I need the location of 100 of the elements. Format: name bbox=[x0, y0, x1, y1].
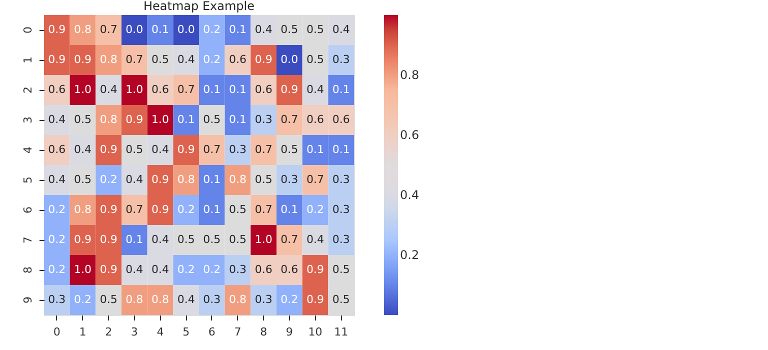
data-label: 0.8 bbox=[100, 113, 118, 126]
data-label: 0.3 bbox=[48, 293, 66, 306]
data-label: 0.8 bbox=[177, 173, 195, 186]
data-label: 0.1 bbox=[203, 173, 221, 186]
data-label: 0.5 bbox=[100, 293, 118, 306]
color-bar-label: 0.2 bbox=[400, 248, 420, 262]
data-label: 0.8 bbox=[74, 203, 92, 216]
data-label: 0.9 bbox=[100, 233, 118, 246]
data-label: 0.5 bbox=[74, 113, 92, 126]
data-label: 0.9 bbox=[74, 53, 92, 66]
data-label: 0.9 bbox=[100, 203, 118, 216]
data-label: 0.3 bbox=[229, 143, 246, 156]
data-label: 0.5 bbox=[229, 203, 246, 216]
x-tick-label: 10 bbox=[308, 326, 322, 338]
data-label: 0.1 bbox=[203, 83, 221, 96]
data-label: 0.9 bbox=[152, 203, 169, 216]
data-label: 0.6 bbox=[306, 113, 324, 126]
data-label: 0.7 bbox=[306, 173, 324, 186]
data-label: 0.4 bbox=[152, 233, 169, 246]
y-tick-label: 1 bbox=[22, 56, 34, 64]
data-label: 0.4 bbox=[254, 23, 272, 36]
data-label: 0.9 bbox=[306, 263, 324, 276]
data-label: 0.7 bbox=[280, 113, 298, 126]
data-label: 0.4 bbox=[126, 263, 144, 276]
x-tick-label: 11 bbox=[334, 326, 348, 338]
data-label: 0.1 bbox=[332, 83, 350, 96]
data-label: 0.7 bbox=[254, 143, 272, 156]
data-label: 0.9 bbox=[152, 173, 169, 186]
data-label: 0.4 bbox=[177, 53, 195, 66]
data-label: 0.0 bbox=[177, 23, 195, 36]
data-label: 0.2 bbox=[177, 263, 195, 276]
data-label: 0.1 bbox=[229, 83, 246, 96]
data-label: 0.1 bbox=[152, 23, 169, 36]
data-label: 0.3 bbox=[203, 293, 221, 306]
data-label: 0.9 bbox=[48, 23, 66, 36]
data-label: 0.2 bbox=[48, 233, 66, 246]
data-label: 0.6 bbox=[332, 113, 350, 126]
data-label: 0.4 bbox=[177, 293, 195, 306]
data-label: 0.4 bbox=[48, 173, 66, 186]
data-label: 0.4 bbox=[332, 23, 350, 36]
data-label: 0.4 bbox=[74, 143, 92, 156]
x-tick-label: 4 bbox=[156, 326, 164, 338]
y-tick-label: 0 bbox=[22, 26, 34, 34]
data-label: 0.2 bbox=[306, 203, 324, 216]
color-bar-label: 0.8 bbox=[400, 68, 420, 82]
data-label: 0.9 bbox=[306, 293, 324, 306]
data-label: 0.1 bbox=[203, 203, 221, 216]
data-label: 0.5 bbox=[152, 53, 169, 66]
data-label: 0.1 bbox=[229, 23, 246, 36]
data-label: 0.4 bbox=[306, 83, 324, 96]
data-label: 0.7 bbox=[126, 53, 144, 66]
data-label: 0.5 bbox=[203, 233, 221, 246]
x-tick-label: 8 bbox=[260, 326, 268, 338]
data-label: 0.5 bbox=[280, 143, 298, 156]
y-tick-label: 6 bbox=[22, 206, 34, 214]
y-tick-label: 4 bbox=[22, 146, 34, 154]
data-label: 0.3 bbox=[254, 113, 272, 126]
data-label: 0.6 bbox=[254, 263, 272, 276]
data-label: 0.2 bbox=[100, 173, 118, 186]
data-label: 0.5 bbox=[306, 23, 324, 36]
data-label: 0.9 bbox=[254, 53, 272, 66]
data-label: 0.7 bbox=[254, 203, 272, 216]
data-label: 0.2 bbox=[48, 203, 66, 216]
data-label: 0.1 bbox=[306, 143, 324, 156]
data-label: 0.8 bbox=[229, 173, 246, 186]
data-label: 0.1 bbox=[126, 233, 144, 246]
data-label: 0.3 bbox=[332, 173, 350, 186]
data-label: 0.3 bbox=[280, 173, 298, 186]
data-label: 0.4 bbox=[126, 173, 144, 186]
data-label: 0.5 bbox=[74, 173, 92, 186]
data-label: 0.8 bbox=[152, 293, 169, 306]
data-label: 0.2 bbox=[203, 23, 221, 36]
data-label: 0.4 bbox=[152, 263, 169, 276]
data-label: 0.5 bbox=[126, 143, 144, 156]
data-label: 0.9 bbox=[48, 53, 66, 66]
data-label: 0.2 bbox=[203, 263, 221, 276]
data-label: 0.8 bbox=[126, 293, 144, 306]
x-tick-label: 9 bbox=[286, 326, 293, 338]
chart-title: Heatmap Example bbox=[144, 0, 254, 13]
data-label: 0.3 bbox=[254, 293, 272, 306]
data-label: 0.3 bbox=[332, 233, 350, 246]
data-label: 0.7 bbox=[126, 203, 144, 216]
data-label: 0.4 bbox=[152, 143, 169, 156]
data-label: 0.8 bbox=[229, 293, 246, 306]
data-label: 0.6 bbox=[229, 53, 246, 66]
data-label: 0.4 bbox=[48, 113, 66, 126]
data-label: 0.2 bbox=[280, 293, 298, 306]
x-tick-label: 5 bbox=[182, 326, 190, 338]
x-tick-label: 2 bbox=[105, 326, 112, 338]
data-label: 0.2 bbox=[177, 203, 195, 216]
data-label: 0.6 bbox=[254, 83, 272, 96]
data-label: 0.1 bbox=[280, 203, 298, 216]
data-label: 0.1 bbox=[332, 143, 350, 156]
data-label: 0.8 bbox=[100, 53, 118, 66]
data-label: 0.5 bbox=[229, 233, 246, 246]
data-label: 0.8 bbox=[74, 23, 92, 36]
data-label: 0.6 bbox=[48, 143, 66, 156]
y-tick-label: 9 bbox=[22, 296, 34, 304]
data-label: 0.1 bbox=[229, 113, 246, 126]
data-label: 0.3 bbox=[332, 203, 350, 216]
